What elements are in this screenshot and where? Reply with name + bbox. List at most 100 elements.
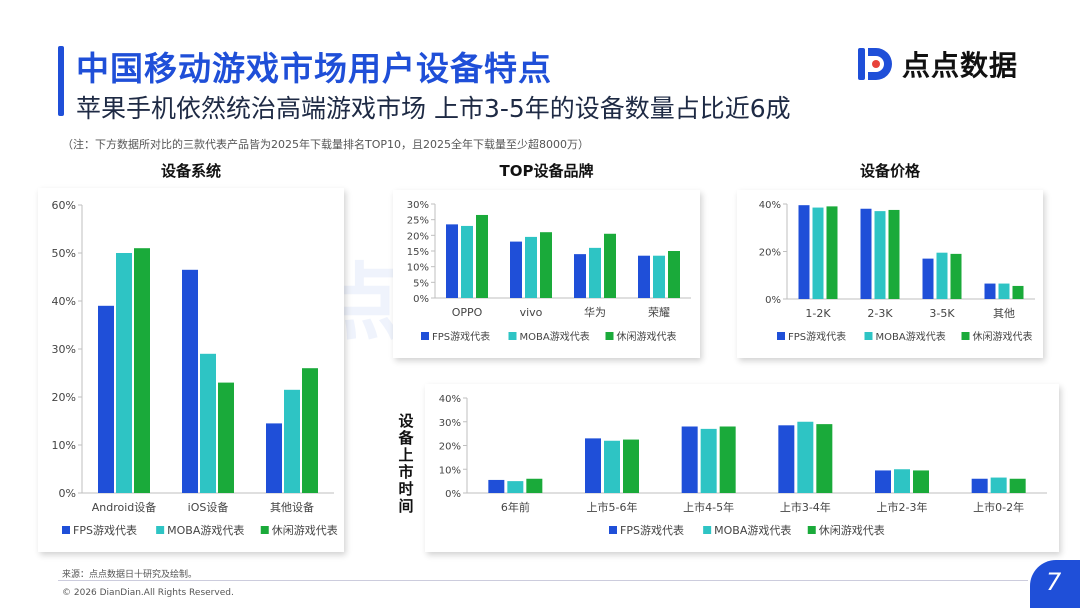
legend-label: MOBA游戏代表: [876, 330, 946, 343]
legend-swatch: [703, 526, 712, 534]
chart-title-os: 设备系统: [160, 162, 221, 180]
bar-price-1-0: [860, 208, 872, 299]
legend-label: MOBA游戏代表: [167, 523, 244, 537]
y-tick-label: 20%: [759, 248, 781, 259]
legend-label: FPS游戏代表: [73, 523, 137, 537]
logo-icon: [858, 48, 892, 80]
x-tick-label: OPPO: [452, 306, 483, 319]
bar-age-0-0: [488, 479, 505, 493]
bar-brand-1-0: [510, 241, 522, 298]
bar-price-3-0: [984, 283, 996, 299]
bar-brand-3-2: [668, 251, 680, 298]
legend-label: 休闲游戏代表: [819, 523, 885, 537]
bar-os-2-1: [284, 389, 300, 493]
bar-price-0-1: [812, 207, 824, 299]
legend-label: 休闲游戏代表: [617, 330, 677, 343]
y-tick-label: 5%: [413, 278, 429, 289]
x-tick-label: 上市5-6年: [587, 500, 638, 514]
bar-brand-0-1: [461, 225, 473, 298]
bar-brand-3-0: [638, 255, 650, 298]
bar-brand-3-1: [653, 255, 665, 298]
chart-title-brand: TOP设备品牌: [499, 162, 594, 180]
bar-brand-2-1: [589, 247, 601, 298]
bar-os-1-2: [218, 382, 234, 493]
chart-title-age: 设备上市时间: [398, 412, 414, 515]
y-tick-label: 10%: [439, 465, 461, 476]
bar-age-1-2: [623, 439, 639, 493]
bar-price-3-2: [1012, 285, 1024, 299]
bar-age-3-2: [816, 424, 833, 493]
x-tick-label: 华为: [584, 305, 606, 319]
legend-swatch: [961, 332, 970, 340]
chart-price: 0% 20% 40% 1-2K 2-3K 3-5K 其他 FPS游戏代表 MOBA游戏代表 休闲游…: [759, 200, 1035, 343]
x-tick-label: vivo: [520, 306, 543, 319]
page-number: 7: [1046, 568, 1062, 596]
bar-age-5-2: [1009, 478, 1026, 493]
bar-age-5-1: [990, 477, 1007, 493]
y-tick-label: 25%: [407, 216, 429, 227]
legend-label: 休闲游戏代表: [973, 330, 1033, 343]
bar-os-2-2: [302, 368, 318, 493]
chart-title-price: 设备价格: [859, 162, 920, 180]
bar-brand-0-0: [446, 224, 458, 298]
x-tick-label: 2-3K: [867, 307, 893, 320]
bar-brand-0-2: [476, 214, 488, 298]
copyright: © 2026 DianDian.All Rights Reserved.: [62, 588, 234, 598]
logo: 点点数据: [854, 42, 1018, 86]
bar-os-1-0: [182, 269, 198, 493]
bar-age-4-2: [913, 470, 929, 493]
y-tick-label: 40%: [52, 295, 76, 308]
chart-age: 0% 10% 20% 30% 40% 6年前 上市5-6年 上市4-5年 上市3-4年 上市2-3…: [439, 394, 1047, 537]
chart-brand: 0% 5% 10% 15% 20% 25% 30% OPPO vivo 华为 荣耀 FPS游戏代表 MO…: [407, 200, 691, 343]
legend-swatch: [421, 332, 429, 340]
bar-age-3-1: [797, 421, 814, 493]
bar-price-3-1: [998, 283, 1010, 299]
legend-label: MOBA游戏代表: [714, 523, 791, 537]
legend-swatch: [864, 332, 873, 340]
y-tick-label: 0%: [445, 489, 461, 500]
y-tick-label: 20%: [439, 442, 461, 453]
bar-age-3-0: [778, 425, 795, 493]
bar-price-2-0: [922, 258, 934, 299]
bar-age-1-0: [585, 438, 601, 493]
legend-swatch: [777, 332, 785, 340]
bar-age-2-0: [681, 426, 698, 493]
chart-card-age: [425, 384, 1059, 552]
bar-os-0-1: [116, 253, 132, 493]
bar-age-0-2: [526, 478, 543, 493]
legend-label: FPS游戏代表: [432, 330, 490, 343]
y-tick-label: 10%: [407, 263, 429, 274]
x-tick-label: 其他: [993, 307, 1015, 320]
logo-text: 点点数据: [902, 49, 1019, 82]
page-title: 中国移动游戏市场用户设备特点: [76, 49, 552, 88]
legend-swatch: [62, 526, 70, 534]
x-tick-label: 上市3-4年: [780, 500, 831, 514]
bar-age-4-0: [875, 470, 891, 493]
bar-brand-1-1: [525, 236, 537, 298]
y-tick-label: 60%: [52, 199, 76, 212]
x-tick-label: 上市2-3年: [877, 500, 928, 514]
y-tick-label: 0%: [59, 487, 76, 500]
bar-brand-1-2: [540, 232, 552, 298]
legend-swatch: [260, 526, 269, 534]
legend-label: 休闲游戏代表: [272, 523, 338, 537]
bar-age-4-1: [894, 469, 910, 493]
bar-price-1-1: [874, 211, 886, 299]
y-tick-label: 10%: [52, 439, 76, 452]
x-tick-label: 荣耀: [648, 306, 670, 319]
y-tick-label: 20%: [52, 391, 76, 404]
page-subtitle: 苹果手机依然统治高端游戏市场 上市3-5年的设备数量占比近6成: [76, 94, 791, 123]
title-accent-bar: [58, 46, 64, 116]
legend-label: FPS游戏代表: [788, 330, 846, 343]
y-tick-label: 40%: [759, 200, 781, 211]
bar-price-1-2: [888, 209, 900, 299]
x-tick-label: 6年前: [501, 500, 530, 514]
y-tick-label: 0%: [765, 295, 781, 306]
bar-os-0-0: [98, 305, 114, 493]
y-tick-label: 15%: [407, 247, 429, 258]
page-note: （注：下方数据所对比的三款代表产品皆为2025年下载量排名TOP10，且2025…: [62, 138, 589, 151]
y-tick-label: 20%: [407, 231, 429, 242]
x-tick-label: 上市4-5年: [683, 500, 734, 514]
x-tick-label: iOS设备: [188, 500, 229, 514]
legend-swatch: [508, 332, 517, 340]
